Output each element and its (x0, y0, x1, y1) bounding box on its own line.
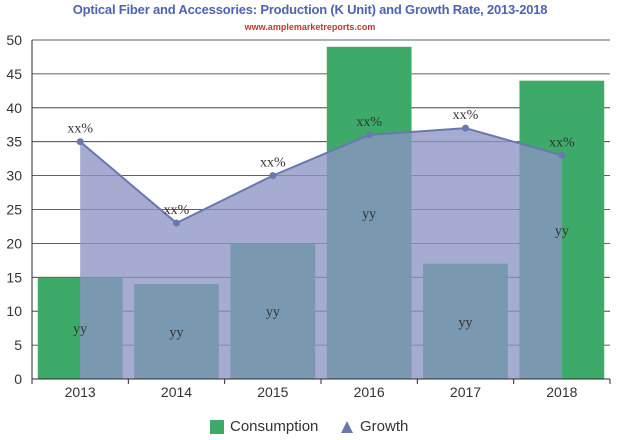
bar-data-label-2013: yy (73, 322, 87, 337)
legend-label-growth: Growth (360, 418, 409, 435)
growth-point-2017 (462, 124, 469, 132)
growth-point-2015 (269, 172, 277, 180)
bar-data-label-2015: yy (266, 305, 280, 320)
growth-line (79, 127, 563, 225)
y-tick-label-35: 35 (6, 134, 22, 150)
chart-subtitle: www.amplemarketreports.com (244, 22, 376, 32)
legend-item-growth[interactable]: Growth (340, 418, 408, 435)
bar-data-label-2017: yy (459, 315, 473, 330)
x-tick-label-2014: 2014 (161, 384, 192, 400)
growth-data-label-2014: xx% (164, 203, 190, 218)
consumption-swatch-icon (210, 419, 224, 434)
growth-data-label-2018: xx% (549, 135, 575, 150)
growth-point-2014 (173, 219, 180, 227)
bar-data-label-2018: yy (555, 224, 569, 239)
y-tick-label-25: 25 (6, 202, 22, 218)
growth-data-label-2016: xx% (356, 115, 382, 130)
x-tick-label-2015: 2015 (257, 384, 288, 400)
x-tick-label-2013: 2013 (65, 384, 96, 400)
y-tick-label-5: 5 (14, 337, 22, 353)
y-tick-label-45: 45 (6, 66, 22, 82)
growth-data-label-2013: xx% (67, 122, 93, 137)
y-tick-label-50: 50 (6, 32, 22, 48)
bar-data-label-2016: yy (362, 207, 376, 222)
growth-data-label-2017: xx% (453, 108, 479, 123)
y-tick-label-10: 10 (6, 303, 22, 319)
growth-point-2018 (558, 151, 566, 159)
y-tick-label-30: 30 (6, 168, 22, 184)
x-tick-label-2016: 2016 (354, 384, 385, 400)
legend: Consumption Growth (0, 418, 620, 440)
x-tick-label-2018: 2018 (546, 384, 577, 400)
plot-area: 0 5 10 15 20 25 30 35 40 45 50 2013 2014 2015 2016 2017… (6, 32, 611, 400)
growth-area (80, 128, 562, 379)
legend-label-consumption: Consumption (230, 418, 319, 435)
growth-data-label-2015: xx% (260, 156, 286, 171)
y-tick-label-0: 0 (14, 371, 22, 387)
y-tick-label-20: 20 (6, 235, 22, 251)
y-tick-label-40: 40 (6, 100, 22, 116)
triangle-icon (341, 420, 353, 433)
bar-data-label-2014: yy (170, 326, 184, 341)
growth-point-2013 (76, 138, 84, 146)
chart-title: Optical Fiber and Accessories: Productio… (72, 2, 548, 17)
legend-item-consumption[interactable]: Consumption (210, 418, 318, 435)
growth-point-2016 (365, 131, 373, 139)
y-tick-label-15: 15 (6, 269, 22, 285)
x-tick-label-2017: 2017 (450, 384, 481, 400)
